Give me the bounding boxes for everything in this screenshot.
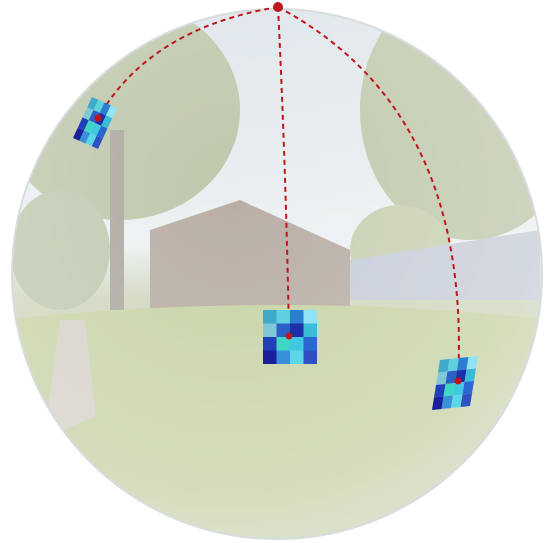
arc-center: [277, 6, 290, 337]
geodesics: [97, 6, 460, 382]
arc-right: [277, 6, 460, 382]
arc-left: [97, 6, 279, 119]
point-center: [285, 332, 293, 340]
point-right: [454, 377, 462, 385]
point-left: [94, 114, 102, 122]
pole-point: [273, 2, 283, 12]
points: [94, 2, 462, 385]
